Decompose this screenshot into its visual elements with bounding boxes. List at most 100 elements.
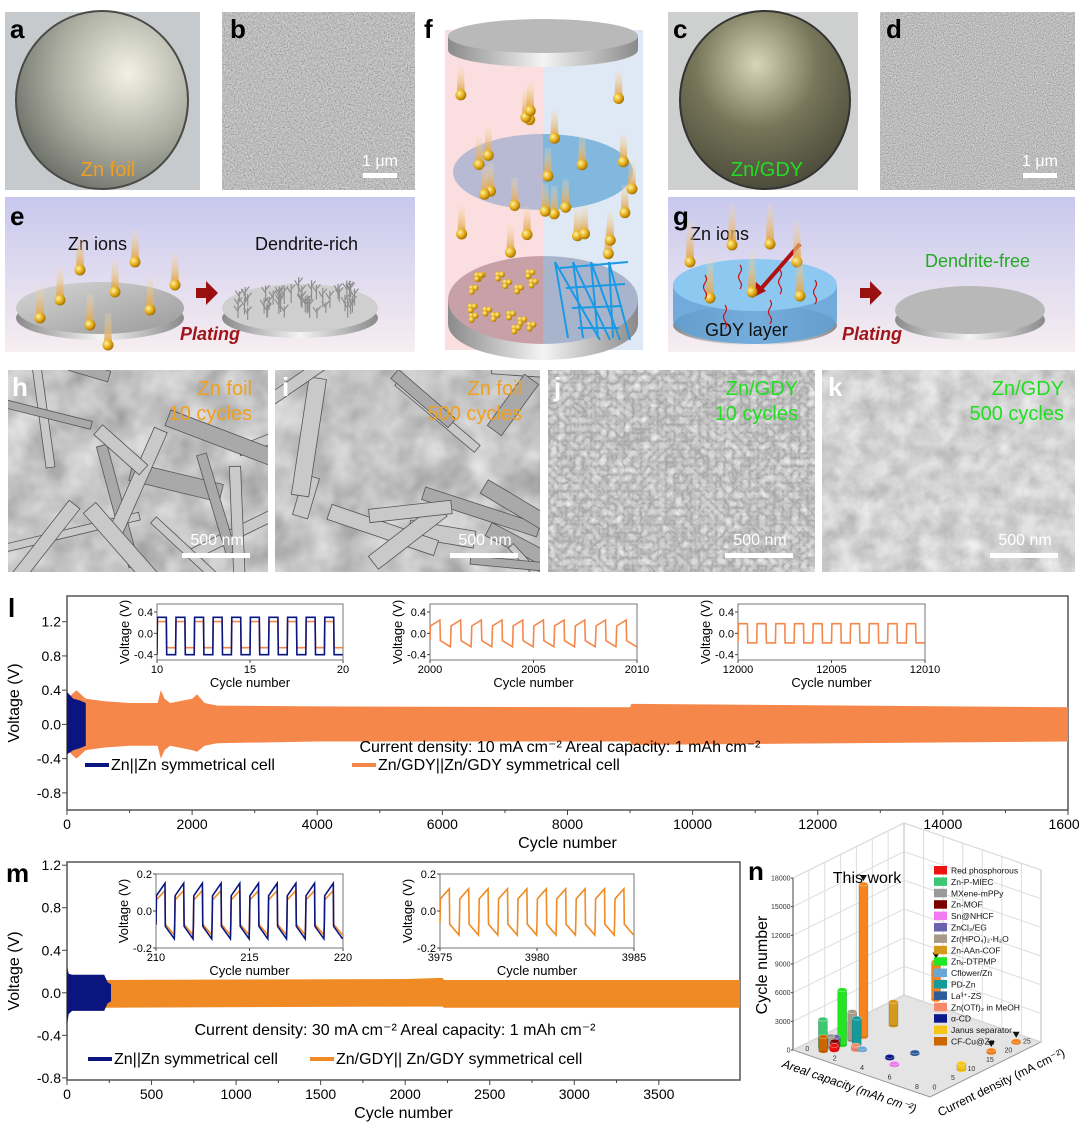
- legend-swatch: [934, 1002, 947, 1012]
- crystal-rod: [228, 465, 248, 572]
- y-axis-title: Voltage (V): [117, 600, 132, 664]
- x-tick-label: 15: [244, 664, 256, 676]
- zn-ion-icon: [684, 256, 696, 268]
- ion-tail: [541, 183, 550, 212]
- ion-path-icon: [722, 304, 728, 330]
- zn-cluster-icon: [468, 288, 475, 295]
- x-tick-label: 8: [915, 1084, 919, 1091]
- sem-image: [880, 12, 1075, 190]
- series-layer: [430, 618, 637, 649]
- crystal-rod: [82, 501, 164, 572]
- bar-body: [858, 883, 869, 1038]
- chart-m-inset-2: 3975 3980 3985 -0.2 0.0 0.2 Cycle number Voltag…: [400, 869, 646, 978]
- x-tick-label: 220: [334, 952, 352, 964]
- ion-tail: [620, 184, 629, 213]
- zn-cluster-icon: [515, 324, 522, 331]
- y-tick-label: 0.0: [42, 985, 62, 1001]
- zn-ion-icon: [619, 207, 631, 219]
- series-layer: [67, 690, 1068, 759]
- legend: Zn||Zn symmetrical cell Zn/GDY|| Zn/GDY s…: [88, 1051, 582, 1068]
- chart-m-inset-1: 210 215 220 -0.2 0.0 0.2 Cycle number Voltage (…: [116, 869, 352, 978]
- legend-swatch: [934, 934, 947, 943]
- zn-ion-icon: [726, 239, 738, 251]
- panel-label: a: [10, 14, 25, 44]
- ion-tail: [475, 136, 484, 165]
- zn-ion-icon: [482, 149, 494, 161]
- zn-ion-icon: [704, 292, 716, 304]
- zn-ion-icon: [548, 132, 560, 144]
- ion-tail: [796, 256, 804, 296]
- mesh-line: [608, 261, 614, 339]
- bar: [818, 1034, 829, 1054]
- zn-ion-icon: [455, 89, 467, 101]
- ion-tail: [561, 179, 570, 208]
- zn-ion-icon: [746, 286, 758, 298]
- panel-label: m: [6, 858, 29, 888]
- zn-cluster-icon: [494, 275, 501, 282]
- y-axis-title: Voltage (V): [6, 931, 23, 1010]
- crystal-rod: [8, 499, 81, 572]
- ion-path-icon: [777, 269, 783, 295]
- bar-this-work: [1011, 1031, 1022, 1045]
- legend-item: La³⁺-ZS: [934, 991, 982, 1001]
- zn-ion-icon: [539, 205, 551, 217]
- arrow-icon: [196, 281, 218, 305]
- ion-path-icon: [812, 279, 818, 305]
- legend-swatch: [934, 957, 947, 966]
- y-tick-label: 0.0: [138, 628, 153, 640]
- photo-caption: Zn/GDY: [731, 159, 803, 181]
- x-axis-title: Cycle number: [209, 963, 290, 978]
- bar-this-work: [986, 1040, 997, 1055]
- zn-cluster-icon: [471, 303, 478, 310]
- legend-label: Zn/GDY||Zn/GDY symmetrical cell: [378, 757, 620, 774]
- crystal-rod: [150, 516, 250, 572]
- panel-label: c: [673, 14, 687, 44]
- legend-swatch: [934, 877, 947, 886]
- y-tick-label: 10: [968, 1066, 976, 1073]
- ion-tail: [456, 66, 465, 95]
- z-axis-title: Cycle number: [754, 915, 771, 1014]
- zn-cluster-icon: [528, 282, 535, 289]
- panel-label: e: [10, 201, 24, 231]
- x-axis-title: Cycle number: [791, 675, 872, 690]
- ion-tail: [706, 258, 714, 298]
- y-tick-label: 0.0: [719, 628, 734, 640]
- bottom-electrode: [448, 256, 638, 360]
- ion-path-icon: [702, 274, 708, 300]
- crystal-rod: [196, 452, 237, 555]
- legend-label: MXene-mPPy: [951, 888, 1004, 898]
- zn-clusters: [467, 269, 539, 335]
- y-tick-label: 0.2: [421, 869, 436, 881]
- y-tick-label: -0.8: [37, 1070, 61, 1086]
- scale-bar: [725, 553, 793, 558]
- marker-triangle-icon: [859, 875, 867, 882]
- panel-label: l: [8, 593, 15, 623]
- zn-cluster-icon: [529, 269, 536, 276]
- zn-cluster-icon: [525, 273, 532, 280]
- grid-line: [792, 937, 1042, 994]
- dendrite: [239, 297, 249, 315]
- legend-item: Red phosphorous: [934, 866, 1018, 876]
- x-tick-label: 14000: [923, 816, 962, 832]
- zn-ion-icon: [579, 228, 591, 240]
- ion-tail: [543, 148, 552, 177]
- legend-item: ZnCl₂/EG: [934, 923, 987, 933]
- y-tick-label: 5: [951, 1075, 955, 1082]
- zn-ion-icon: [109, 286, 121, 298]
- legend-label: ZnCl₂/EG: [951, 923, 987, 933]
- y-tick-label: 0.4: [42, 682, 62, 698]
- legend-item: Zn-P-MIEC: [934, 877, 994, 887]
- mesh-line: [571, 305, 623, 309]
- ion-tail: [614, 70, 623, 99]
- y-axis-title: Voltage (V): [390, 600, 405, 664]
- legend-item: CF-Cu@Zn: [934, 1037, 995, 1047]
- legend-item: PD-Zn: [934, 980, 976, 990]
- x-tick-label: 3000: [559, 1086, 590, 1102]
- panel-a: a Zn foil: [5, 10, 200, 190]
- x-tick-label: 500: [140, 1086, 164, 1102]
- bar-top: [1011, 1038, 1022, 1044]
- panel-label: b: [230, 14, 246, 44]
- zn-cluster-icon: [526, 325, 533, 332]
- dendrite: [240, 286, 250, 303]
